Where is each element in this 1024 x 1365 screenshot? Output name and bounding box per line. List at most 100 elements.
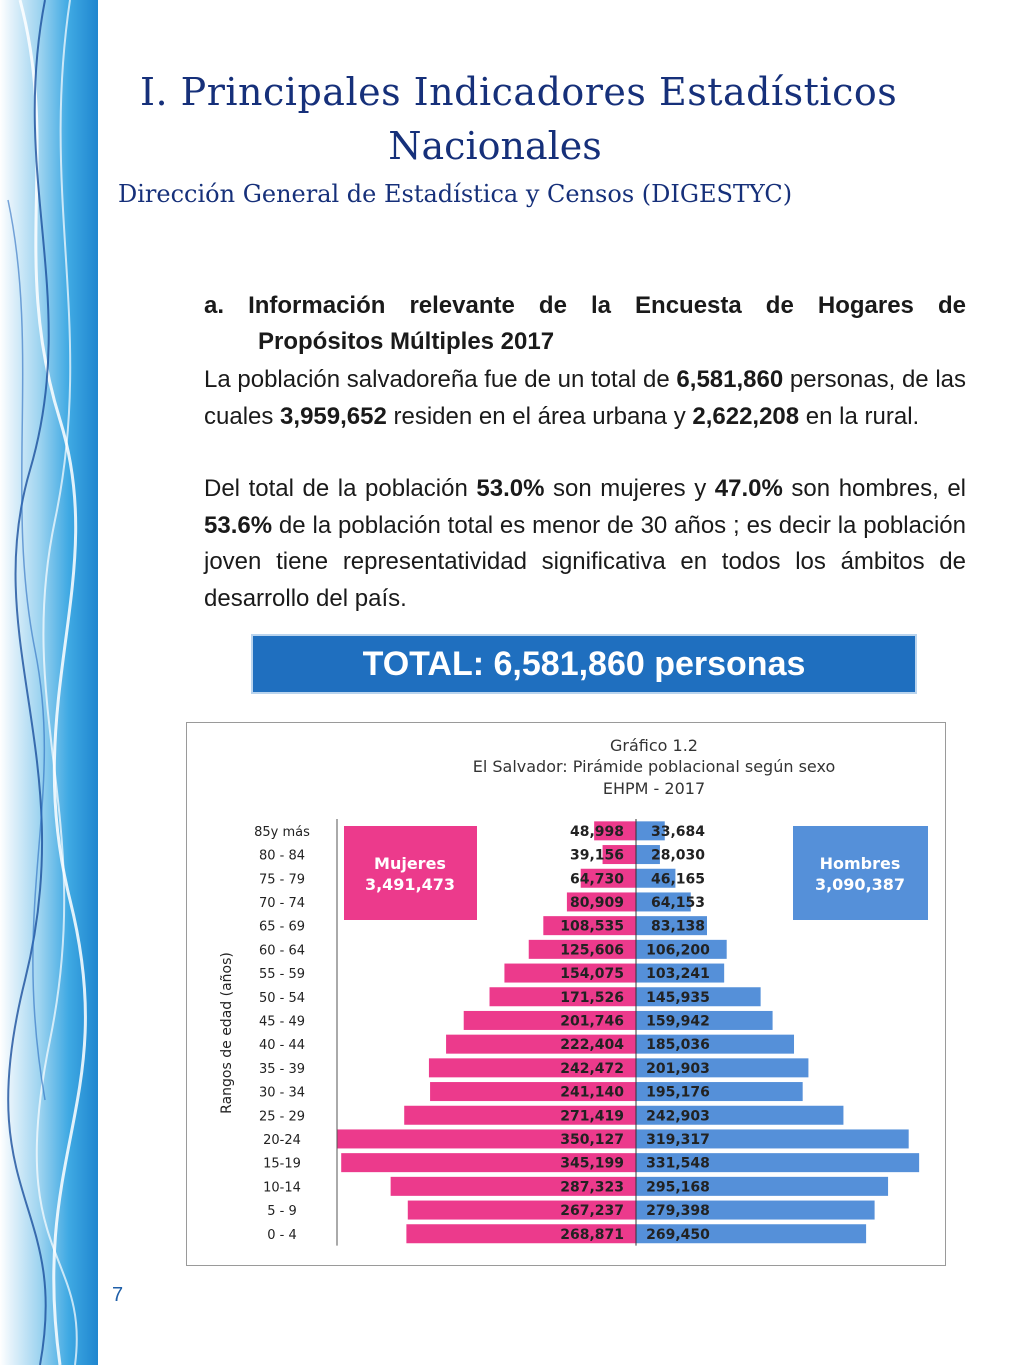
bar-mujeres [404, 1105, 636, 1125]
bar-hombres [636, 1129, 909, 1149]
heading-word: de [937, 292, 966, 319]
chart-title-line: EHPM - 2017 [603, 779, 705, 798]
bar-mujeres [602, 845, 636, 865]
men-percent-value: 47.0% [714, 475, 783, 502]
legend-label-mujeres: Mujeres [374, 854, 446, 873]
data-label-hombres: 242,903 [646, 1108, 710, 1124]
tick-label-age: 40 - 44 [259, 1038, 305, 1053]
text-run: Del total de la población [204, 475, 477, 502]
legend-box-hombres [793, 826, 928, 920]
bar-mujeres [430, 1082, 636, 1102]
data-label-mujeres: 287,323 [560, 1179, 624, 1195]
population-pyramid-chart: Gráfico 1.2 El Salvador: Pirámide poblaci… [186, 722, 946, 1266]
paragraph-sex-age: Del total de la población 53.0% son muje… [204, 471, 966, 617]
data-label-mujeres: 64,730 [570, 871, 624, 887]
urban-population-value: 3,959,652 [280, 402, 387, 430]
bar-mujeres [543, 916, 636, 936]
decorative-side-band [0, 0, 98, 1365]
bar-hombres [636, 963, 725, 983]
data-label-mujeres: 48,998 [570, 824, 624, 840]
heading-word: Información [248, 292, 386, 319]
data-label-hombres: 46,165 [651, 871, 705, 887]
bar-hombres [636, 845, 660, 865]
data-label-mujeres: 201,746 [560, 1013, 624, 1029]
text-run: en la rural. [799, 402, 920, 430]
data-label-mujeres: 345,199 [560, 1156, 624, 1172]
bar-hombres [636, 892, 691, 912]
data-label-mujeres: 242,472 [560, 1061, 624, 1077]
bar-hombres [636, 1176, 889, 1196]
legend-box-mujeres [344, 826, 477, 920]
bar-mujeres [341, 1153, 636, 1173]
bar-hombres [636, 1034, 795, 1054]
bar-mujeres [504, 963, 636, 983]
data-label-hombres: 185,036 [646, 1037, 710, 1053]
heading-word: de [538, 292, 567, 319]
paragraph-population: La población salvadoreña fue de un total… [204, 362, 966, 435]
section-heading-line-1: a. Información relevante de la Encuesta … [204, 288, 966, 324]
data-label-mujeres: 241,140 [560, 1085, 624, 1101]
tick-label-age: 65 - 69 [259, 920, 305, 935]
heading-word: Hogares [817, 292, 914, 319]
bar-mujeres [463, 1010, 636, 1030]
data-label-hombres: 195,176 [646, 1085, 710, 1101]
data-label-mujeres: 271,419 [560, 1108, 624, 1124]
tick-label-age: 50 - 54 [259, 991, 305, 1006]
bar-hombres [636, 1105, 844, 1125]
bar-mujeres [390, 1176, 636, 1196]
data-label-mujeres: 350,127 [560, 1132, 624, 1148]
data-label-hombres: 319,317 [646, 1132, 710, 1148]
heading-word: relevante [409, 292, 515, 319]
pyramid-svg: Gráfico 1.2 El Salvador: Pirámide poblaci… [219, 736, 928, 1246]
bar-hombres [636, 1058, 809, 1078]
data-label-hombres: 269,450 [646, 1227, 710, 1243]
tick-label-age: 35 - 39 [259, 1062, 305, 1077]
legend-label-hombres: Hombres [820, 854, 901, 873]
tick-label-age: 20-24 [263, 1133, 301, 1148]
heading-word: de [765, 292, 794, 319]
bar-hombres [636, 1153, 920, 1173]
bar-hombres [636, 1010, 773, 1030]
bar-hombres [636, 1200, 875, 1220]
tick-label-age: 15-19 [263, 1157, 301, 1172]
data-label-mujeres: 108,535 [560, 919, 624, 935]
chart-title-line: El Salvador: Pirámide poblacional según … [473, 757, 836, 776]
bar-hombres [636, 868, 676, 888]
section-marker: a. [204, 292, 225, 319]
data-label-hombres: 33,684 [651, 824, 705, 840]
data-label-mujeres: 268,871 [560, 1227, 624, 1243]
bar-hombres [636, 939, 727, 959]
tick-label-age: 45 - 49 [259, 1014, 305, 1029]
legend-total-mujeres: 3,491,473 [365, 875, 455, 894]
data-label-hombres: 159,942 [646, 1013, 710, 1029]
data-label-hombres: 106,200 [646, 942, 710, 958]
bar-mujeres [407, 1200, 636, 1220]
tick-label-age: 25 - 29 [259, 1109, 305, 1124]
legend-total-hombres: 3,090,387 [815, 875, 905, 894]
tick-label-age: 70 - 74 [259, 896, 305, 911]
y-axis-label: Rangos de edad (años) [219, 952, 235, 1114]
data-label-mujeres: 171,526 [560, 990, 624, 1006]
tick-label-age: 60 - 64 [259, 943, 305, 958]
data-label-hombres: 145,935 [646, 990, 710, 1006]
bar-mujeres [337, 1129, 636, 1149]
bar-hombres [636, 916, 707, 936]
bar-hombres [636, 1082, 803, 1102]
text-run: son hombres, el [782, 475, 966, 502]
data-label-hombres: 279,398 [646, 1203, 710, 1219]
data-label-hombres: 64,153 [651, 895, 705, 911]
bar-mujeres [446, 1034, 636, 1054]
text-run: La población salvadoreña fue de un total… [204, 366, 677, 393]
bar-mujeres [489, 987, 636, 1007]
page-title-line-1: I. Principales Indicadores Estadísticos [140, 70, 898, 114]
bar-hombres [636, 987, 761, 1007]
women-percent-value: 53.0% [476, 475, 545, 502]
tick-label-age: 5 - 9 [267, 1204, 297, 1219]
tick-label-age: 10-14 [263, 1180, 301, 1195]
page-number: 7 [112, 1284, 124, 1306]
data-label-mujeres: 267,237 [560, 1203, 624, 1219]
heading-word: la [590, 292, 611, 319]
bar-hombres [636, 821, 665, 841]
bar-mujeres [566, 892, 636, 912]
bar-mujeres [406, 1224, 636, 1244]
